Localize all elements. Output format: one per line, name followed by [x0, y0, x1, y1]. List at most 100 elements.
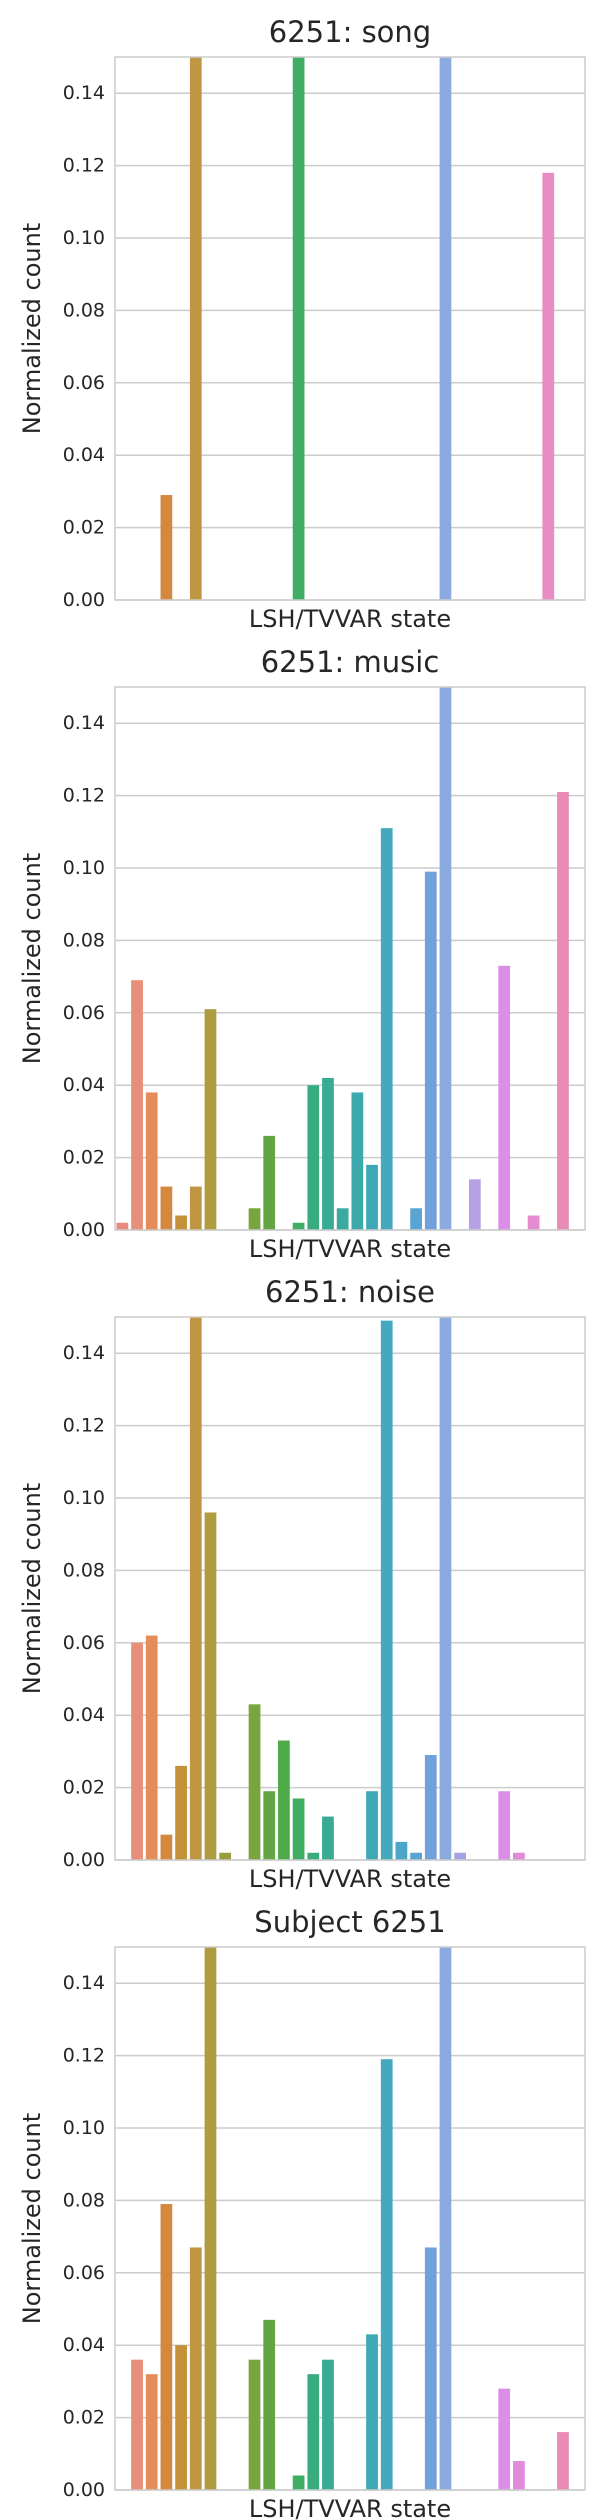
bar-chart-2: 0.00 0.02 0.04 0.06 0.08 0.10 0.12 0.14 6251: mu… — [18, 645, 586, 1260]
bar — [366, 1791, 378, 1860]
bar — [219, 1852, 232, 1860]
bar — [424, 2247, 437, 2490]
bar — [160, 1186, 173, 1230]
bar — [292, 1798, 305, 1860]
bar — [307, 1085, 320, 1230]
y-tick-label: 0.12 — [63, 2045, 105, 2067]
bar — [175, 2345, 187, 2490]
bar — [513, 2461, 525, 2490]
bar — [145, 1635, 158, 1860]
y-tick-label: 0.00 — [63, 589, 105, 611]
y-tick-label: 0.14 — [63, 1342, 105, 1364]
bar — [160, 2204, 173, 2490]
chart-title: 6251: song — [269, 15, 431, 49]
bar — [263, 1135, 276, 1230]
bar — [189, 57, 202, 600]
bar — [395, 1841, 408, 1860]
bar — [439, 687, 452, 1230]
y-tick-label: 0.04 — [63, 1074, 105, 1096]
bar — [424, 1755, 437, 1860]
bar-chart-4: 0.00 0.02 0.04 0.06 0.08 0.10 0.12 0.14 Subject … — [18, 1905, 586, 2520]
y-tick-label: 0.14 — [63, 1972, 105, 1994]
bar — [131, 2359, 143, 2490]
y-tick-label: 0.08 — [63, 929, 105, 951]
y-axis-label: Normalized count — [18, 2113, 46, 2324]
bar — [410, 1208, 422, 1230]
bar — [292, 1222, 305, 1230]
y-tick-label: 0.10 — [63, 227, 105, 249]
chart-title: 6251: noise — [265, 1275, 435, 1309]
y-tick-label: 0.06 — [63, 1002, 105, 1024]
bar — [145, 1092, 158, 1230]
bar — [189, 1186, 202, 1230]
bar — [498, 2388, 511, 2490]
y-tick-label: 0.00 — [63, 1219, 105, 1241]
y-tick-label: 0.10 — [63, 857, 105, 879]
bar — [278, 1740, 290, 1860]
bar — [498, 965, 511, 1230]
bar — [307, 1852, 320, 1860]
bar — [175, 1765, 187, 1860]
bar — [542, 172, 555, 600]
bar — [454, 1852, 467, 1860]
bar — [527, 1215, 540, 1230]
bar — [263, 2319, 276, 2490]
bar — [263, 1791, 276, 1860]
bar — [366, 1164, 378, 1230]
bar — [513, 1852, 525, 1860]
bar — [248, 1704, 261, 1860]
y-axis-label: Normalized count — [18, 853, 46, 1064]
y-tick-label: 0.04 — [63, 1704, 105, 1726]
bar — [204, 1009, 217, 1230]
y-axis-label: Normalized count — [18, 223, 46, 434]
bar — [557, 791, 569, 1230]
y-tick-label: 0.00 — [63, 1849, 105, 1871]
y-tick-label: 0.02 — [63, 517, 105, 539]
y-tick-label: 0.04 — [63, 444, 105, 466]
y-tick-label: 0.04 — [63, 2334, 105, 2356]
y-tick-label: 0.12 — [63, 155, 105, 177]
bar — [439, 1317, 452, 1860]
bar — [351, 1092, 364, 1230]
y-tick-label: 0.14 — [63, 82, 105, 104]
y-tick-label: 0.08 — [63, 299, 105, 321]
bar — [131, 1642, 143, 1860]
y-tick-label: 0.12 — [63, 1415, 105, 1437]
plot-frame — [114, 1946, 586, 2491]
y-tick-label: 0.02 — [63, 1147, 105, 1169]
bar — [160, 1834, 173, 1860]
y-tick-label: 0.06 — [63, 372, 105, 394]
x-axis-label: LSH/TVVAR state — [249, 1865, 451, 1890]
bar — [322, 1816, 334, 1860]
y-tick-label: 0.12 — [63, 785, 105, 807]
plot-frame — [114, 1316, 586, 1861]
bar — [366, 2334, 378, 2490]
bar — [189, 2247, 202, 2490]
bar — [175, 1215, 187, 1230]
y-tick-label: 0.06 — [63, 2262, 105, 2284]
y-tick-label: 0.14 — [63, 712, 105, 734]
y-axis-label: Normalized count — [18, 1483, 46, 1694]
y-tick-label: 0.10 — [63, 1487, 105, 1509]
bar — [131, 980, 143, 1230]
plot-frame — [114, 56, 586, 601]
bar — [116, 1222, 129, 1230]
bar — [380, 828, 393, 1230]
bar-chart-3: 0.00 0.02 0.04 0.06 0.08 0.10 0.12 0.14 6251: no… — [18, 1275, 586, 1890]
x-axis-label: LSH/TVVAR state — [249, 605, 451, 630]
y-tick-label: 0.10 — [63, 2117, 105, 2139]
y-tick-label: 0.08 — [63, 1559, 105, 1581]
bar — [439, 1947, 452, 2490]
chart-title: 6251: music — [261, 645, 440, 679]
y-tick-label: 0.06 — [63, 1632, 105, 1654]
bar — [248, 2359, 261, 2490]
y-tick-label: 0.08 — [63, 2189, 105, 2211]
bar — [336, 1208, 349, 1230]
bar — [204, 1947, 217, 2490]
bar — [439, 57, 452, 600]
bar — [248, 1208, 261, 1230]
x-axis-label: LSH/TVVAR state — [249, 2495, 451, 2520]
bar — [292, 2475, 305, 2490]
y-tick-label: 0.00 — [63, 2479, 105, 2501]
